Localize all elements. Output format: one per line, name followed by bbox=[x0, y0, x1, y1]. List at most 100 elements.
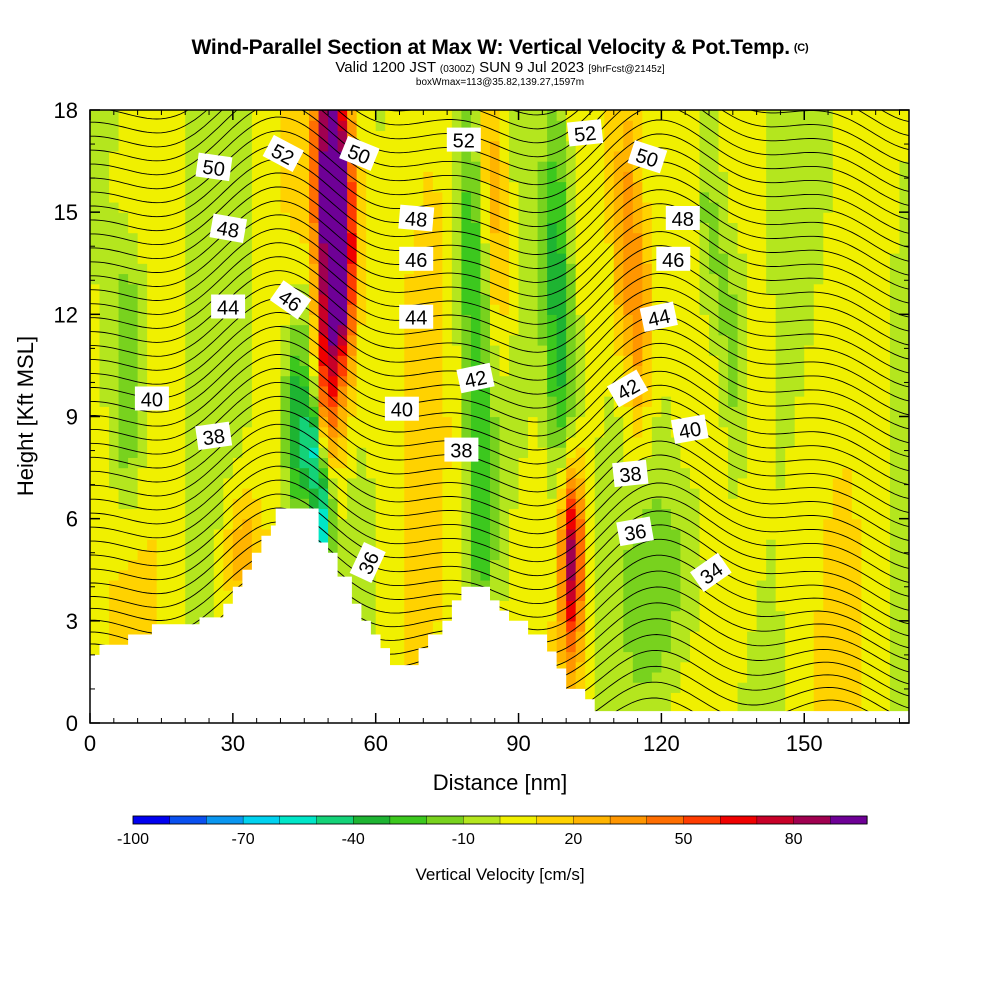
velocity-cell bbox=[470, 161, 482, 172]
velocity-cell bbox=[670, 120, 682, 132]
velocity-cell bbox=[375, 222, 386, 234]
velocity-cell bbox=[709, 232, 720, 244]
velocity-cell bbox=[99, 569, 110, 581]
velocity-cell bbox=[528, 273, 539, 285]
velocity-cell bbox=[870, 314, 882, 326]
velocity-cell bbox=[194, 396, 205, 407]
velocity-cell bbox=[394, 641, 405, 653]
velocity-cell bbox=[613, 559, 624, 571]
velocity-cell bbox=[718, 232, 729, 244]
velocity-cell bbox=[756, 324, 767, 336]
velocity-cell bbox=[442, 590, 453, 601]
velocity-cell bbox=[528, 334, 539, 346]
velocity-cell bbox=[537, 120, 548, 132]
velocity-cell bbox=[175, 344, 186, 356]
velocity-cell bbox=[432, 304, 443, 315]
velocity-cell bbox=[499, 406, 510, 418]
velocity-cell bbox=[156, 416, 167, 428]
velocity-cell bbox=[794, 610, 805, 622]
velocity-cell bbox=[851, 620, 862, 632]
velocity-cell bbox=[337, 161, 348, 172]
velocity-cell bbox=[499, 191, 510, 203]
velocity-cell bbox=[699, 518, 710, 530]
velocity-cell bbox=[575, 324, 586, 336]
velocity-cell bbox=[366, 191, 377, 203]
velocity-cell bbox=[842, 539, 853, 550]
velocity-cell bbox=[328, 385, 339, 397]
velocity-cell bbox=[337, 110, 348, 121]
velocity-cell bbox=[823, 539, 834, 550]
velocity-cell bbox=[575, 201, 586, 213]
velocity-cell bbox=[528, 314, 539, 326]
velocity-cell bbox=[204, 600, 215, 612]
velocity-cell bbox=[442, 569, 453, 581]
velocity-cell bbox=[337, 263, 348, 275]
velocity-cell bbox=[185, 334, 196, 346]
velocity-cell bbox=[832, 590, 843, 601]
velocity-cell bbox=[832, 191, 843, 203]
velocity-cell bbox=[270, 212, 282, 223]
velocity-cell bbox=[194, 273, 205, 285]
velocity-cell bbox=[804, 253, 815, 264]
velocity-cell bbox=[804, 263, 815, 275]
velocity-cell bbox=[509, 263, 520, 275]
velocity-cell bbox=[175, 426, 186, 438]
velocity-cell bbox=[689, 467, 701, 479]
velocity-cell bbox=[756, 283, 767, 295]
velocity-cell bbox=[509, 477, 520, 489]
velocity-cell bbox=[661, 334, 672, 346]
velocity-cell bbox=[223, 477, 234, 489]
velocity-cell bbox=[547, 344, 558, 356]
velocity-cell bbox=[632, 549, 643, 561]
velocity-cell bbox=[499, 600, 510, 612]
velocity-cell bbox=[337, 518, 348, 530]
velocity-cell bbox=[385, 120, 396, 132]
velocity-cell bbox=[251, 498, 263, 510]
velocity-cell bbox=[756, 120, 767, 132]
velocity-cell bbox=[851, 263, 862, 275]
velocity-cell bbox=[251, 436, 263, 448]
velocity-cell bbox=[585, 682, 596, 693]
velocity-cell bbox=[709, 161, 720, 172]
velocity-cell bbox=[623, 110, 634, 121]
velocity-cell bbox=[99, 314, 110, 326]
velocity-cell bbox=[556, 488, 567, 499]
velocity-cell bbox=[575, 528, 586, 540]
velocity-cell bbox=[147, 447, 158, 458]
velocity-cell bbox=[366, 171, 377, 183]
velocity-cell bbox=[518, 436, 529, 448]
velocity-cell bbox=[347, 181, 358, 193]
velocity-cell bbox=[147, 110, 158, 121]
velocity-cell bbox=[251, 212, 263, 223]
velocity-cell bbox=[851, 130, 862, 142]
velocity-cell bbox=[613, 150, 624, 162]
velocity-cell bbox=[299, 201, 310, 213]
velocity-cell bbox=[651, 528, 662, 540]
velocity-cell bbox=[813, 130, 824, 142]
velocity-cell bbox=[451, 273, 462, 285]
velocity-cell bbox=[204, 191, 215, 203]
velocity-cell bbox=[423, 610, 434, 622]
velocity-cell bbox=[194, 283, 205, 295]
velocity-cell bbox=[813, 447, 824, 458]
velocity-cell bbox=[518, 273, 529, 285]
velocity-cell bbox=[528, 365, 539, 377]
velocity-cell bbox=[156, 201, 167, 213]
velocity-cell bbox=[356, 120, 367, 132]
velocity-cell bbox=[328, 334, 339, 346]
velocity-cell bbox=[842, 518, 853, 530]
velocity-cell bbox=[442, 355, 453, 367]
velocity-cell bbox=[489, 171, 501, 183]
velocity-cell bbox=[270, 436, 282, 448]
velocity-cell bbox=[823, 406, 834, 418]
velocity-cell bbox=[318, 314, 329, 326]
velocity-cell bbox=[556, 457, 567, 469]
velocity-cell bbox=[461, 539, 472, 550]
velocity-cell bbox=[385, 304, 396, 315]
velocity-cell bbox=[785, 661, 796, 673]
velocity-cell bbox=[670, 447, 682, 458]
velocity-cell bbox=[785, 498, 796, 510]
velocity-cell bbox=[261, 130, 272, 142]
velocity-cell bbox=[99, 110, 110, 121]
velocity-cell bbox=[785, 314, 796, 326]
